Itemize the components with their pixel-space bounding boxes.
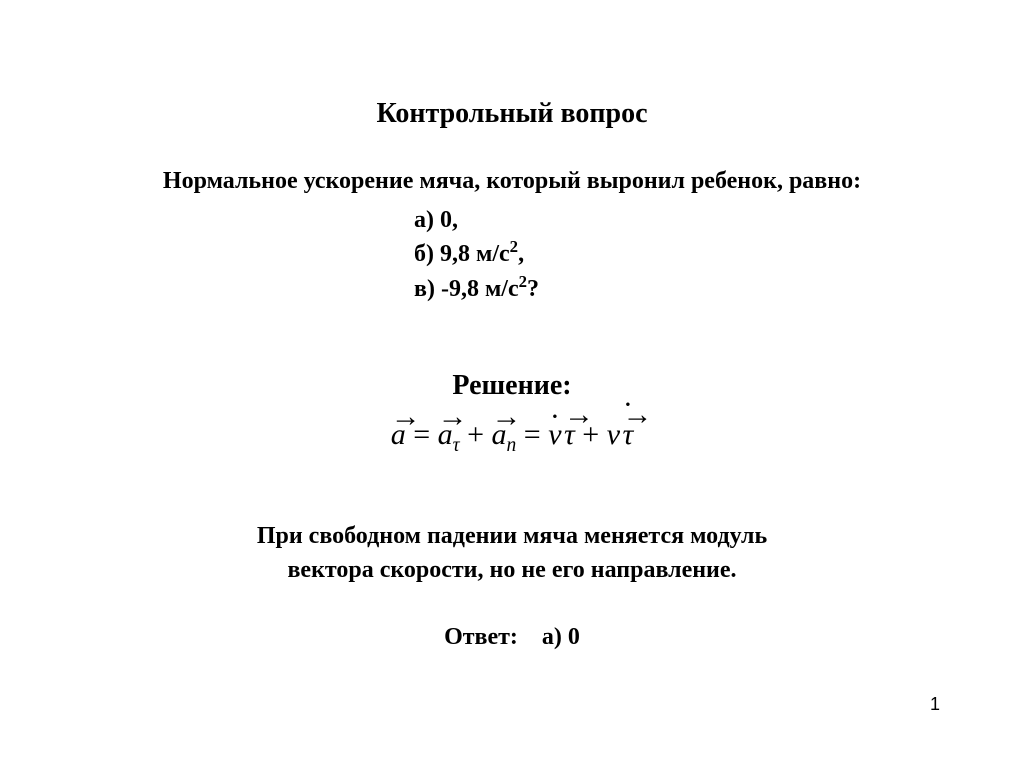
question-options: а) 0, б) 9,8 м/с2, в) -9,8 м/с2? xyxy=(414,204,539,305)
answer-line: Ответ: а) 0 xyxy=(0,624,1024,651)
vec-a-tau: → a xyxy=(438,418,453,452)
solution-equation: → a = → a τ + → a n = · v → τ + v · → τ xyxy=(0,418,1024,457)
vec-tau-2-dot: · → τ xyxy=(623,418,634,452)
page-title: Контрольный вопрос xyxy=(0,98,1024,130)
option-a: а) 0, xyxy=(414,204,539,236)
v-dot: · v xyxy=(548,418,561,452)
solution-heading: Решение: xyxy=(0,370,1024,402)
vec-a-n: → a xyxy=(492,418,507,452)
option-c: в) -9,8 м/с2? xyxy=(414,271,539,305)
option-b: б) 9,8 м/с2, xyxy=(414,236,539,270)
page-number: 1 xyxy=(930,694,940,715)
vec-tau-1: → τ xyxy=(564,418,575,452)
question-prompt: Нормальное ускорение мяча, который вырон… xyxy=(0,168,1024,195)
vec-a: → a xyxy=(391,418,406,452)
solution-explanation: При свободном падении мяча меняется моду… xyxy=(0,520,1024,587)
